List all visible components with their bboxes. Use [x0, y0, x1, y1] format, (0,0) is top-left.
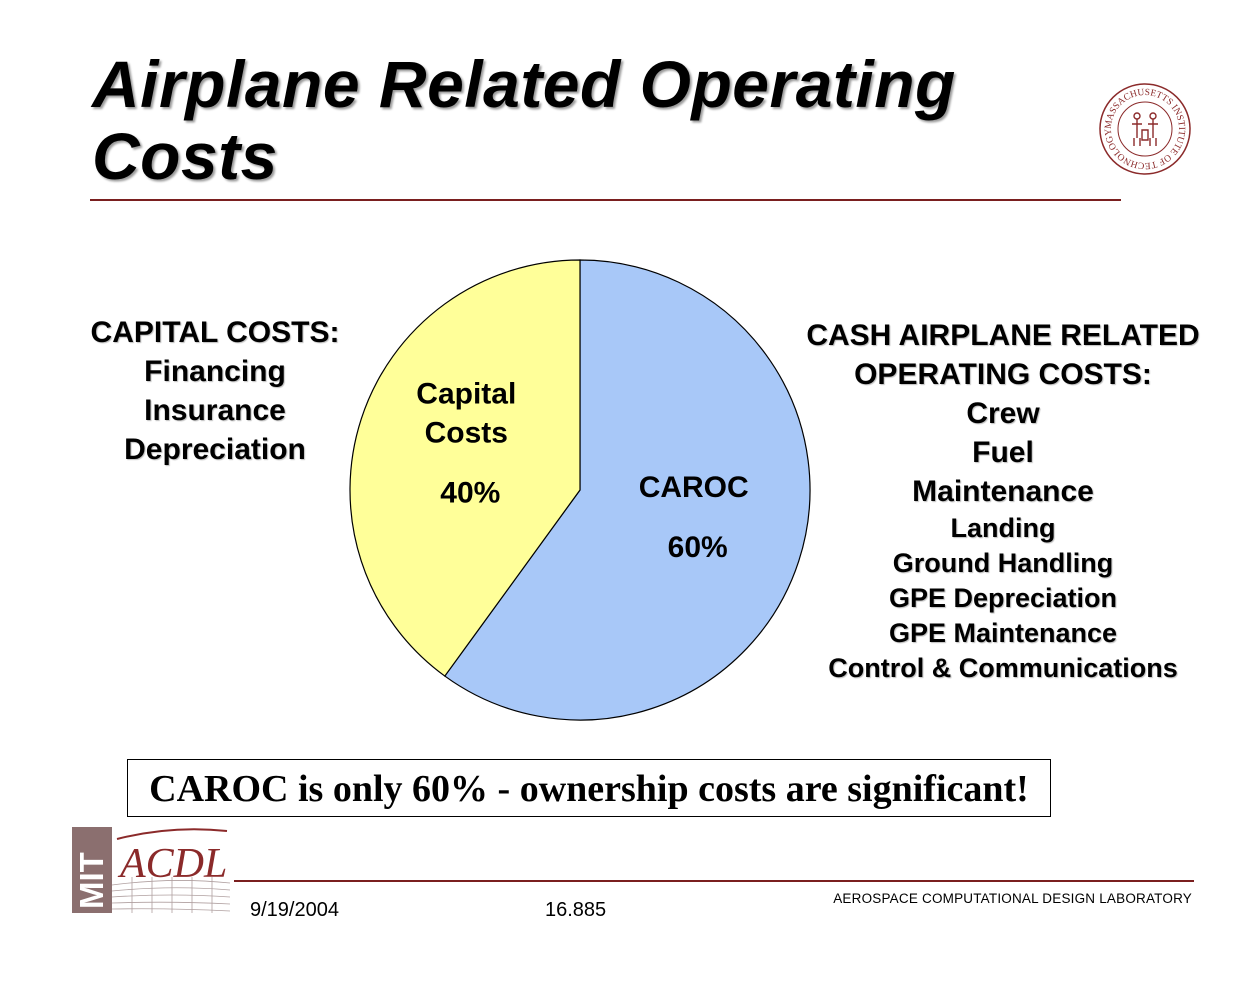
list-item: Ground Handling: [892, 548, 1114, 578]
list-item: Depreciation: [124, 433, 306, 466]
slice-label: Costs: [425, 417, 508, 450]
acdl-logo-icon: MIT ACDL: [72, 827, 231, 913]
list-item: GPE Depreciation: [888, 583, 1118, 613]
seal-text: MASSACHUSETTS INSTITUTE OF TECHNOLOGY: [1104, 88, 1186, 170]
caroc-heading-line2: OPERATING COSTS:: [854, 358, 1152, 391]
footer-lab-name: AEROSPACE COMPUTATIONAL DESIGN LABORATOR…: [833, 891, 1192, 906]
title-divider: [90, 199, 1121, 201]
pie-slice: [443, 259, 811, 721]
footer-date: 9/19/2004: [250, 899, 339, 921]
footer-divider: [234, 880, 1194, 882]
capital-costs-heading: CAPITAL COSTS:: [90, 316, 340, 349]
list-item: Insurance: [144, 394, 286, 427]
slice-label: Capital: [416, 378, 516, 411]
caroc-list: CASH AIRPLANE RELATED OPERATING COSTS: C…: [780, 316, 1226, 686]
svg-text:MASSACHUSETTS INSTITUTE OF TEC: MASSACHUSETTS INSTITUTE OF TECHNOLOGY: [1104, 88, 1186, 170]
list-item: Crew: [966, 397, 1040, 430]
slice-label: CAROC: [639, 471, 749, 504]
footer-course-number: 16.885: [545, 899, 607, 921]
list-item: Control & Communications: [828, 653, 1178, 683]
cost-pie-chart: CAROC 60% Capital Costs 40%: [349, 259, 811, 721]
list-item: Maintenance: [912, 475, 1094, 508]
slide-title: Airplane Related Operating Costs: [92, 47, 956, 193]
list-item: Landing: [950, 513, 1056, 543]
logo-acdl-text: ACDL: [117, 841, 227, 887]
list-item: GPE Maintenance: [888, 618, 1118, 648]
callout-box: CAROC is only 60% - ownership costs are …: [127, 759, 1051, 817]
pie-slice: [349, 259, 581, 677]
logo-mit-text: MIT: [73, 852, 110, 909]
mit-seal-icon: MASSACHUSETTS INSTITUTE OF TECHNOLOGY: [1099, 83, 1191, 175]
list-item: Fuel: [972, 436, 1034, 469]
slice-value-label: 40%: [440, 477, 500, 510]
list-item: Financing: [144, 355, 286, 388]
capital-costs-list: CAPITAL COSTS: Financing Insurance Depre…: [70, 313, 360, 469]
slice-value-label: 60%: [668, 531, 728, 564]
caroc-heading-line1: CASH AIRPLANE RELATED: [806, 319, 1200, 352]
